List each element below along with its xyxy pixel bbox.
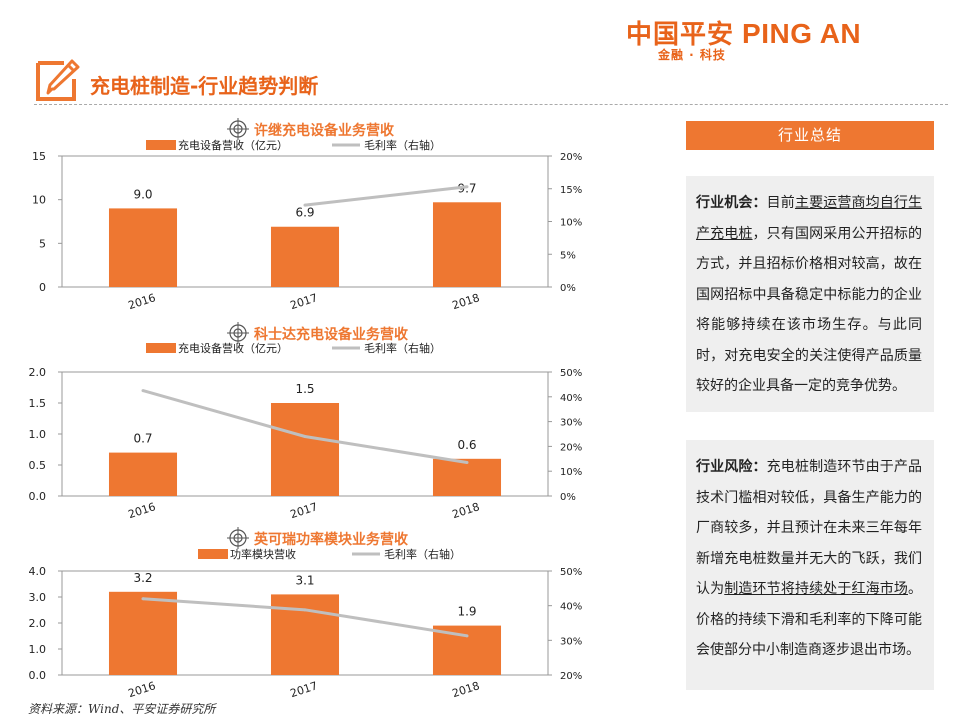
margin-point: [303, 203, 307, 207]
opportunity-highlight: 主要运营商均自行生产充电桩: [696, 195, 923, 242]
bar: [270, 403, 340, 496]
left-axis-tick-label: 0.5: [29, 459, 47, 472]
category-label: 2017: [289, 291, 320, 312]
opportunity-box: 行业机会：目前主要运营商均自行生产充电桩，只有国网采用公开招标的方式，并且招标价…: [686, 176, 934, 412]
category-label: 2018: [451, 500, 482, 521]
margin-point: [465, 461, 469, 465]
risk-label: 行业风险：: [696, 459, 767, 475]
margin-point: [303, 434, 307, 438]
left-axis-tick-label: 1.0: [29, 428, 47, 441]
bar: [270, 226, 340, 287]
bar-data-label: 1.9: [457, 605, 476, 619]
margin-point: [465, 185, 469, 189]
logo-name-en: PING AN: [742, 18, 862, 49]
opportunity-pre: 目前: [766, 195, 795, 211]
legend-bar-swatch: [198, 549, 228, 559]
summary-header: 行业总结: [686, 121, 934, 150]
logo-tagline: 金融 · 科技: [658, 48, 726, 62]
bar-data-label: 3.2: [133, 571, 152, 585]
right-axis-tick-label: 20%: [560, 671, 582, 682]
bar: [270, 594, 340, 675]
opportunity-label: 行业机会：: [696, 195, 767, 211]
right-axis-tick-label: 50%: [560, 567, 582, 578]
right-axis-tick-label: 40%: [560, 393, 582, 404]
category-label: 2018: [451, 679, 482, 700]
logo-name-cn: 中国平安: [626, 20, 735, 50]
bar: [432, 202, 502, 287]
bar: [108, 452, 178, 496]
chart-title: 英可瑞功率模块业务营收: [253, 531, 409, 548]
right-axis-tick-label: 30%: [560, 418, 582, 429]
opportunity-text: ，只有国网采用公开招标的方式，并且招标价格相对较高，故在国网招标中具备稳定中标能…: [696, 225, 923, 395]
left-axis-tick-label: 0.0: [29, 490, 47, 503]
risk-box: 行业风险：充电桩制造环节由于产品技术门槛相对较低，具备生产能力的厂商较多，并且预…: [686, 440, 934, 690]
legend-line-label: 毛利率（右轴）: [364, 138, 441, 152]
legend-bar-label: 充电设备营收（亿元）: [178, 138, 288, 152]
left-axis-tick-label: 4.0: [29, 565, 47, 578]
legend-bar-label: 充电设备营收（亿元）: [178, 341, 288, 355]
margin-point: [141, 389, 145, 393]
right-axis-tick-label: 20%: [560, 152, 582, 163]
legend-line-label: 毛利率（右轴）: [364, 341, 441, 355]
margin-point: [303, 608, 307, 612]
ping-an-logo: 中国平安 PING AN 金融 · 科技: [626, 14, 906, 62]
pencil-icon: [36, 59, 80, 101]
right-axis-tick-label: 50%: [560, 368, 582, 379]
left-axis-tick-label: 15: [32, 150, 46, 163]
bar-data-label: 6.9: [295, 206, 314, 220]
bar-data-label: 3.1: [295, 573, 314, 587]
title-divider: [34, 104, 948, 106]
bar-data-label: 0.7: [133, 432, 152, 446]
bar: [432, 458, 502, 496]
chart-title: 许继充电设备业务营收: [254, 122, 395, 139]
category-label: 2017: [289, 679, 320, 700]
left-axis-tick-label: 5: [39, 237, 46, 250]
legend-bar-swatch: [146, 140, 176, 150]
category-label: 2017: [289, 500, 320, 521]
left-axis-tick-label: 10: [32, 194, 46, 207]
right-axis-tick-label: 5%: [560, 250, 576, 261]
source-note: 资料来源：Wind、平安证券研究所: [28, 702, 216, 716]
right-axis-tick-label: 0%: [560, 492, 576, 503]
category-label: 2018: [451, 291, 482, 312]
left-axis-tick-label: 2.0: [29, 617, 47, 630]
right-axis-tick-label: 10%: [560, 218, 582, 229]
right-axis-tick-label: 0%: [560, 283, 576, 294]
right-axis-tick-label: 30%: [560, 636, 582, 647]
left-axis-tick-label: 1.0: [29, 643, 47, 656]
bar-data-label: 1.5: [295, 382, 314, 396]
category-label: 2016: [127, 679, 158, 700]
risk-highlight: 制造环节将持续处于红海市场: [724, 581, 909, 597]
bar: [108, 208, 178, 287]
right-axis-tick-label: 15%: [560, 185, 582, 196]
left-axis-tick-label: 0.0: [29, 669, 47, 682]
bar: [108, 591, 178, 675]
margin-point: [465, 634, 469, 638]
risk-text: 。价格的持续下滑和毛利率的下降可能会使部分中小制造商逐步退出市场。: [696, 581, 923, 658]
risk-pre: 充电桩制造环节由于产品技术门槛相对较低，具备生产能力的厂商较多，并且预计在未来三…: [696, 459, 923, 597]
page-title: 充电桩制造-行业趋势判断: [90, 74, 319, 98]
chart-title: 科士达充电设备业务营收: [254, 326, 409, 343]
bar-data-label: 9.0: [133, 187, 152, 201]
bar-data-label: 0.6: [457, 438, 476, 452]
bar: [432, 625, 502, 675]
left-axis-tick-label: 2.0: [29, 366, 47, 379]
right-axis-tick-label: 40%: [560, 602, 582, 613]
category-label: 2016: [127, 291, 158, 312]
category-label: 2016: [127, 500, 158, 521]
left-axis-tick-label: 1.5: [29, 397, 47, 410]
legend-bar-label: 功率模块营收: [230, 547, 296, 561]
right-axis-tick-label: 20%: [560, 442, 582, 453]
margin-point: [141, 597, 145, 601]
left-axis-tick-label: 0: [39, 281, 46, 294]
legend-bar-swatch: [146, 343, 176, 353]
legend-line-label: 毛利率（右轴）: [384, 547, 461, 561]
right-axis-tick-label: 10%: [560, 467, 582, 478]
left-axis-tick-label: 3.0: [29, 591, 47, 604]
margin-line: [304, 185, 468, 207]
